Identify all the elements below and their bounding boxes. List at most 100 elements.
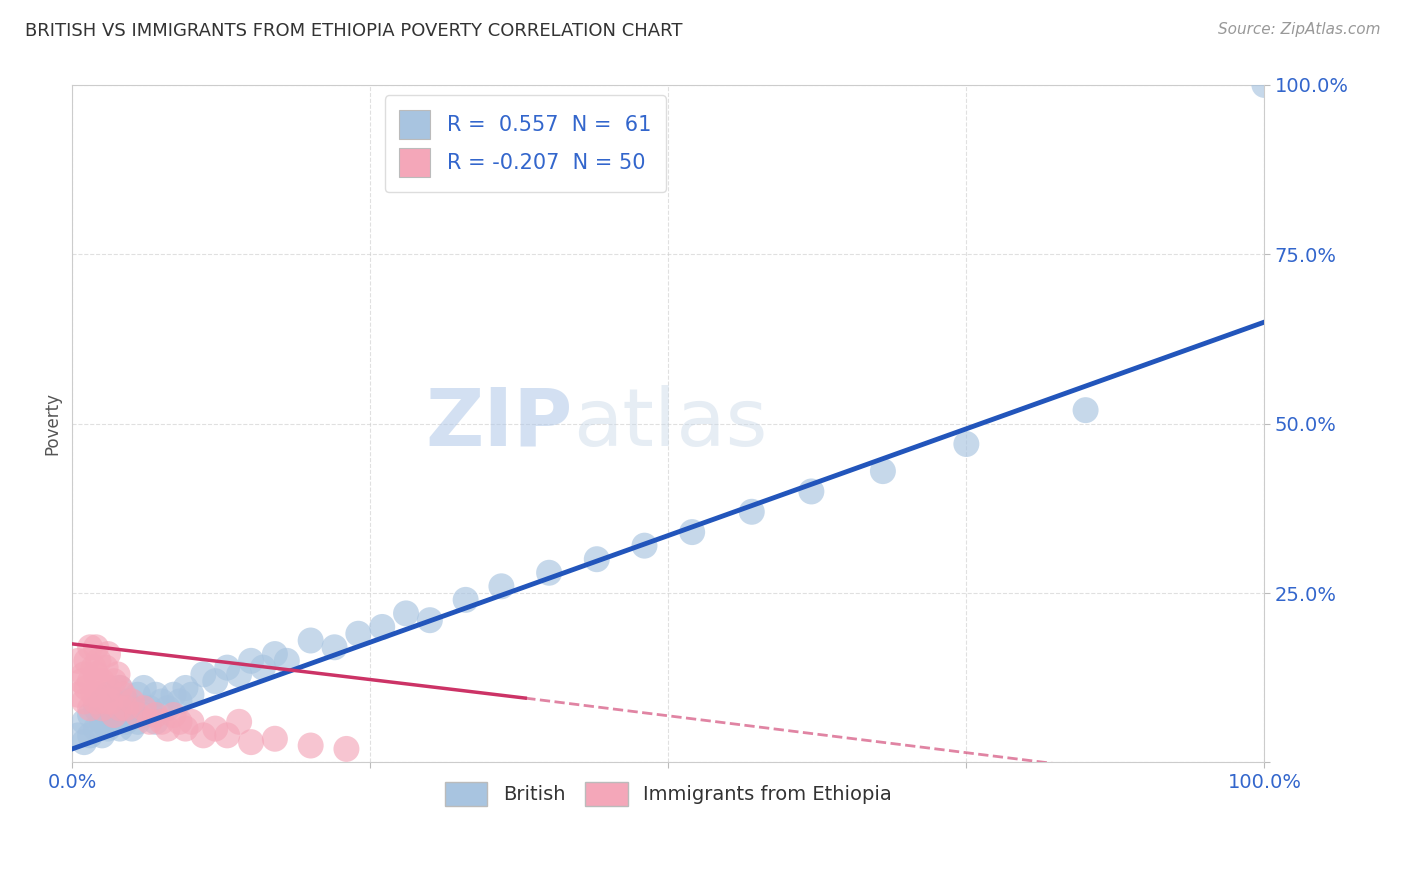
Point xyxy=(162,688,184,702)
Point xyxy=(180,714,202,729)
Point xyxy=(347,626,370,640)
Point xyxy=(79,728,101,742)
Legend: British, Immigrants from Ethiopia: British, Immigrants from Ethiopia xyxy=(437,774,900,814)
Point xyxy=(228,714,250,729)
Point xyxy=(323,640,346,655)
Point xyxy=(84,640,107,655)
Text: Source: ZipAtlas.com: Source: ZipAtlas.com xyxy=(1218,22,1381,37)
Point xyxy=(73,714,96,729)
Point xyxy=(800,484,823,499)
Point xyxy=(97,722,120,736)
Point xyxy=(70,674,93,689)
Point xyxy=(79,701,101,715)
Point xyxy=(204,674,226,689)
Point xyxy=(955,437,977,451)
Point xyxy=(395,607,418,621)
Point xyxy=(97,647,120,661)
Point xyxy=(121,694,143,708)
Point xyxy=(127,714,149,729)
Point xyxy=(150,714,173,729)
Point xyxy=(169,714,191,729)
Point xyxy=(335,742,357,756)
Point xyxy=(240,735,263,749)
Point xyxy=(371,620,394,634)
Point xyxy=(132,708,155,723)
Point xyxy=(67,654,90,668)
Point xyxy=(103,714,125,729)
Point xyxy=(162,708,184,723)
Point xyxy=(103,674,125,689)
Point xyxy=(204,722,226,736)
Text: BRITISH VS IMMIGRANTS FROM ETHIOPIA POVERTY CORRELATION CHART: BRITISH VS IMMIGRANTS FROM ETHIOPIA POVE… xyxy=(25,22,683,40)
Point xyxy=(174,722,197,736)
Point xyxy=(872,464,894,478)
Point xyxy=(145,714,167,729)
Point xyxy=(121,722,143,736)
Point xyxy=(419,613,441,627)
Point xyxy=(264,647,287,661)
Point xyxy=(585,552,607,566)
Point xyxy=(127,688,149,702)
Point xyxy=(83,688,105,702)
Point xyxy=(67,728,90,742)
Point xyxy=(252,660,274,674)
Point xyxy=(84,722,107,736)
Point xyxy=(538,566,561,580)
Point xyxy=(91,694,114,708)
Point xyxy=(79,708,101,723)
Point xyxy=(108,681,131,695)
Point xyxy=(79,640,101,655)
Point xyxy=(112,688,135,702)
Point xyxy=(217,660,239,674)
Point xyxy=(91,714,114,729)
Point xyxy=(87,654,110,668)
Point xyxy=(107,667,129,681)
Point xyxy=(681,525,703,540)
Point xyxy=(121,701,143,715)
Point xyxy=(84,701,107,715)
Point xyxy=(454,592,477,607)
Point xyxy=(115,714,138,729)
Point xyxy=(76,654,98,668)
Point xyxy=(73,694,96,708)
Point xyxy=(1074,403,1097,417)
Point xyxy=(228,667,250,681)
Point xyxy=(115,701,138,715)
Point xyxy=(138,701,160,715)
Point xyxy=(73,667,96,681)
Point xyxy=(83,660,105,674)
Point xyxy=(79,674,101,689)
Point xyxy=(91,701,114,715)
Point xyxy=(132,681,155,695)
Point xyxy=(193,728,215,742)
Point xyxy=(150,694,173,708)
Point xyxy=(100,694,122,708)
Point xyxy=(633,539,655,553)
Point xyxy=(67,688,90,702)
Point xyxy=(264,731,287,746)
Point xyxy=(217,728,239,742)
Point xyxy=(299,739,322,753)
Point xyxy=(180,688,202,702)
Point xyxy=(91,728,114,742)
Point xyxy=(240,654,263,668)
Text: atlas: atlas xyxy=(572,384,768,463)
Point xyxy=(169,694,191,708)
Point xyxy=(87,688,110,702)
Point xyxy=(193,667,215,681)
Point xyxy=(108,701,131,715)
Point xyxy=(97,681,120,695)
Point xyxy=(97,688,120,702)
Point xyxy=(276,654,298,668)
Point xyxy=(103,694,125,708)
Point xyxy=(108,701,131,715)
Point xyxy=(115,694,138,708)
Point xyxy=(94,694,117,708)
Point xyxy=(1253,78,1275,92)
Point xyxy=(491,579,513,593)
Point xyxy=(138,714,160,729)
Point xyxy=(97,708,120,723)
Point xyxy=(741,505,763,519)
Point xyxy=(84,694,107,708)
Point xyxy=(132,701,155,715)
